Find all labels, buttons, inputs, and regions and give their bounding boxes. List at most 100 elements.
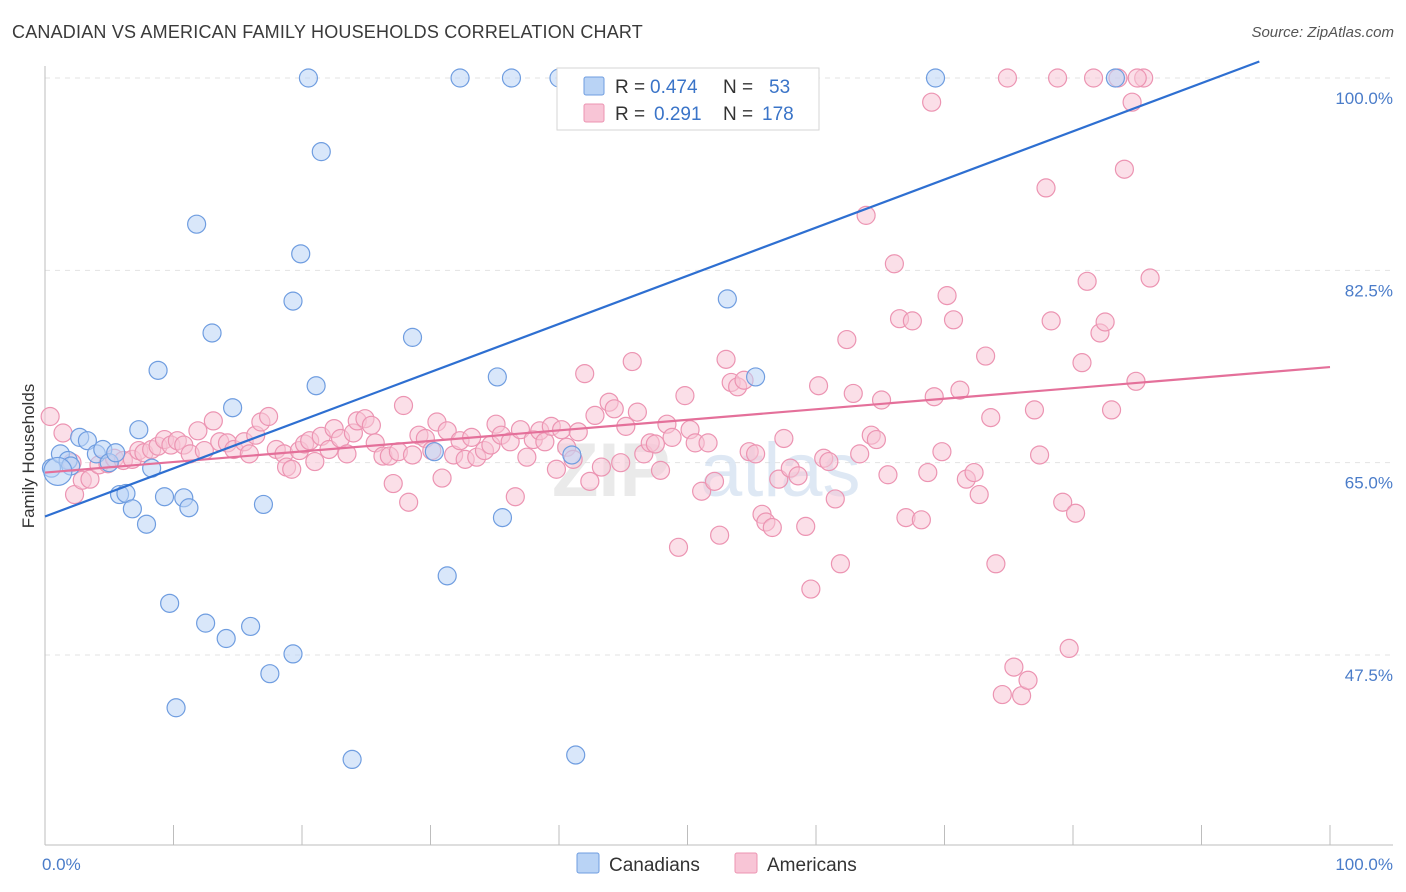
americans-point-89 (604, 399, 624, 419)
americans-point-159 (1029, 445, 1050, 465)
x-tick-labels: 0.0% 100.0% (42, 855, 1393, 874)
legend-r-value-americans: 0.291 (654, 104, 702, 125)
americans-point-148 (964, 462, 984, 483)
canadians-point-39 (437, 566, 457, 586)
canadians-point-36 (342, 749, 362, 770)
americans-point-120 (788, 466, 808, 486)
canadians-point-26 (223, 398, 243, 418)
americans-point-53 (393, 395, 414, 416)
canadians-point-50 (925, 68, 946, 88)
americans-point-158 (1024, 400, 1045, 420)
americans-point-179 (1127, 68, 1147, 88)
canadians-point-45 (562, 445, 582, 465)
y-tick-labels: 100.0% 82.5% 65.0% 47.5% (1335, 89, 1393, 685)
series-swatch-canadians (576, 852, 600, 874)
americans-point-133 (866, 429, 886, 450)
americans-point-126 (825, 489, 845, 509)
americans-point-177 (1140, 268, 1160, 288)
americans-point-178 (922, 92, 942, 112)
americans-point-141 (918, 462, 938, 483)
americans-point-163 (1053, 492, 1073, 512)
americans-point-60 (432, 468, 452, 488)
canadians-point-22 (187, 214, 207, 234)
americans-point-175 (1126, 371, 1146, 391)
americans-point-22 (203, 411, 223, 431)
americans-point-43 (337, 444, 357, 464)
canadians-point-14 (136, 514, 157, 534)
americans-point-122 (801, 579, 821, 599)
americans-point-34 (282, 459, 302, 479)
americans-point-118 (774, 428, 794, 449)
americans-point-108 (716, 349, 736, 369)
correlation-legend: R = 0.474 N = 53 R = 0.291 N = 178 (556, 67, 820, 131)
americans-point-87 (591, 457, 612, 477)
americans-point-5 (80, 469, 100, 489)
canadians-point-18 (160, 593, 180, 613)
series-legend: Canadians Americans (576, 852, 857, 876)
series-label-americans: Americans (767, 855, 857, 876)
americans-point-161 (1041, 311, 1061, 331)
americans-point-151 (981, 408, 1001, 428)
americans-point-155 (1004, 657, 1024, 677)
americans-point-0 (40, 406, 60, 427)
canadians-point-51 (1105, 68, 1126, 88)
americans-point-104 (692, 481, 712, 501)
americans-point-167 (1077, 271, 1097, 291)
x-tick-label-0: 0.0% (42, 855, 81, 874)
americans-point-38 (305, 451, 325, 472)
americans-point-106 (704, 471, 725, 491)
y-tick-label-1: 82.5% (1345, 281, 1393, 300)
canadians-point-28 (253, 494, 274, 515)
canadians-point-38 (424, 442, 444, 462)
canadians-point-12 (122, 499, 142, 519)
canadians-point-37 (402, 327, 423, 347)
americans-point-136 (884, 254, 904, 274)
americans-point-171 (1101, 400, 1122, 420)
canadians-point-32 (291, 244, 311, 264)
americans-point-107 (710, 525, 730, 545)
americans-point-113 (746, 444, 766, 464)
americans-point-1 (53, 423, 73, 443)
americans-point-123 (808, 376, 829, 396)
americans-point-134 (871, 390, 892, 410)
y-tick-label-0: 100.0% (1335, 89, 1393, 108)
legend-r-label-americans: R = (615, 104, 645, 125)
americans-point-157 (1018, 670, 1038, 690)
canadians-point-29 (260, 664, 280, 684)
canadians-trend-line (44, 60, 1260, 518)
americans-point-96 (645, 434, 665, 454)
canadians-point-48 (746, 367, 766, 387)
americans-point-142 (924, 387, 944, 407)
canadians-point-23 (196, 613, 216, 633)
canadians-point-27 (241, 616, 261, 637)
americans-point-72 (505, 487, 525, 507)
americans-point-55 (402, 445, 423, 465)
x-tick-label-1: 100.0% (1335, 855, 1393, 874)
americans-point-154 (997, 68, 1018, 88)
americans-point-144 (937, 286, 957, 306)
americans-point-86 (585, 405, 605, 426)
y-axis-label: Family Households (19, 384, 38, 529)
americans-point-125 (819, 451, 839, 472)
canadians-point-16 (148, 360, 168, 380)
americans-point-20 (188, 421, 208, 441)
legend-r-label-canadians: R = (615, 77, 645, 98)
canadians-point-41 (487, 367, 507, 387)
americans-point-143 (932, 442, 952, 462)
canadians-point-13 (129, 420, 149, 440)
legend-n-label-americans: N = (723, 104, 753, 125)
legend-r-value-canadians: 0.474 (650, 77, 698, 98)
americans-point-51 (383, 473, 403, 494)
americans-point-116 (762, 517, 782, 538)
americans-point-99 (662, 427, 682, 447)
data-points (40, 68, 1160, 770)
americans-point-105 (698, 433, 718, 453)
legend-n-label-canadians: N = (723, 77, 753, 98)
americans-point-170 (1095, 312, 1115, 332)
canadians-point-47 (717, 289, 737, 309)
canadians-point-25 (216, 628, 236, 649)
americans-point-168 (1083, 68, 1104, 88)
americans-point-153 (992, 684, 1012, 705)
americans-point-127 (830, 554, 851, 574)
